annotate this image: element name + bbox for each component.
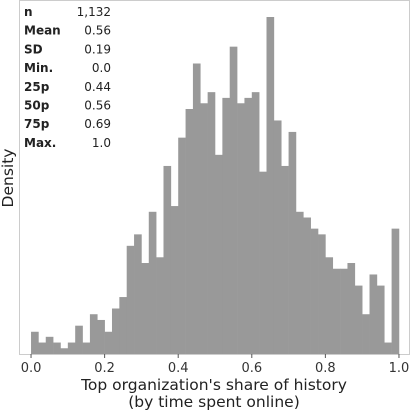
histogram-bar-22 xyxy=(193,64,201,354)
histogram-bar-47 xyxy=(377,286,385,354)
histogram-bar-13 xyxy=(127,246,135,354)
stat-value-4: 0.44 xyxy=(84,80,111,94)
histogram-bar-21 xyxy=(186,109,194,354)
x-axis-label-line-2: (by time spent online) xyxy=(128,393,300,410)
x-tick-label-0: 0.0 xyxy=(21,361,42,376)
histogram-bar-43 xyxy=(347,263,355,354)
histogram-bar-19 xyxy=(171,206,179,354)
histogram-bar-0 xyxy=(31,332,39,354)
histogram-bar-26 xyxy=(222,98,230,354)
histogram-bars xyxy=(31,17,399,354)
stat-label-0: n xyxy=(24,5,33,19)
histogram-bar-35 xyxy=(289,132,297,354)
stat-label-1: Mean xyxy=(24,24,61,38)
histogram-bar-34 xyxy=(281,166,289,354)
x-tick-label-3: 0.6 xyxy=(241,361,262,376)
x-tick-label-2: 0.4 xyxy=(168,361,189,376)
stat-value-5: 0.56 xyxy=(84,99,111,113)
stat-label-7: Max. xyxy=(24,136,56,150)
stat-label-3: Min. xyxy=(24,61,53,75)
histogram-bar-31 xyxy=(259,172,267,354)
histogram-bar-12 xyxy=(119,297,127,354)
stat-value-1: 0.56 xyxy=(84,24,111,38)
histogram-bar-16 xyxy=(149,212,157,354)
stat-value-7: 1.0 xyxy=(92,136,111,150)
histogram-bar-7 xyxy=(83,343,91,354)
histogram-bar-2 xyxy=(46,337,54,354)
histogram-bar-17 xyxy=(156,257,164,354)
histogram-bar-20 xyxy=(178,138,186,354)
x-tick-label-5: 1.0 xyxy=(389,361,410,376)
x-axis-label-line-1: Top organization's share of history xyxy=(80,376,347,394)
summary-stats-box: n 1,132 Mean 0.56 SD 0.19 Min. 0.0 25p 0.44 50p 0.5… xyxy=(24,5,111,150)
histogram-bar-3 xyxy=(53,343,61,354)
stat-value-3: 0.0 xyxy=(92,61,111,75)
histogram-bar-33 xyxy=(274,120,282,354)
histogram-bar-48 xyxy=(384,343,392,354)
histogram-bar-42 xyxy=(340,269,348,354)
histogram-bar-28 xyxy=(237,103,245,354)
histogram-bar-23 xyxy=(200,103,208,354)
histogram-bar-15 xyxy=(141,263,149,354)
histogram-bar-25 xyxy=(215,155,223,354)
histogram-bar-11 xyxy=(112,309,120,355)
histogram-bar-49 xyxy=(392,229,400,354)
histogram-bar-30 xyxy=(252,92,260,354)
stat-value-0: 1,132 xyxy=(77,5,111,19)
histogram-bar-29 xyxy=(244,98,252,354)
histogram-bar-4 xyxy=(60,348,68,354)
histogram-bar-10 xyxy=(105,332,113,354)
histogram-bar-45 xyxy=(362,314,370,354)
histogram-bar-38 xyxy=(311,229,319,354)
x-axis-ticks: 0.0 0.2 0.4 0.6 0.8 1.0 xyxy=(21,354,410,376)
histogram-bar-44 xyxy=(355,286,363,354)
histogram-bar-41 xyxy=(333,269,341,354)
stat-label-2: SD xyxy=(24,42,43,56)
y-axis-label: Density xyxy=(0,149,17,208)
histogram-bar-39 xyxy=(318,234,326,354)
histogram-bar-27 xyxy=(230,47,238,354)
histogram-bar-32 xyxy=(267,17,275,354)
stat-label-4: 25p xyxy=(24,80,50,94)
histogram-bar-6 xyxy=(75,326,83,354)
histogram-bar-9 xyxy=(97,320,105,354)
stat-value-2: 0.19 xyxy=(84,42,111,56)
x-tick-label-4: 0.8 xyxy=(315,361,336,376)
histogram-bar-36 xyxy=(296,212,304,354)
histogram-bar-24 xyxy=(208,92,216,354)
histogram-bar-8 xyxy=(90,314,98,354)
histogram-bar-40 xyxy=(325,257,333,354)
histogram-bar-14 xyxy=(134,234,142,354)
stat-label-5: 50p xyxy=(24,99,50,113)
histogram-bar-18 xyxy=(163,166,171,354)
stat-value-6: 0.69 xyxy=(84,117,111,131)
histogram-bar-46 xyxy=(370,274,378,354)
x-tick-label-1: 0.2 xyxy=(94,361,115,376)
histogram-bar-5 xyxy=(68,343,76,354)
histogram-bar-1 xyxy=(38,343,46,354)
histogram-bar-37 xyxy=(303,218,311,354)
stat-label-6: 75p xyxy=(24,117,50,131)
